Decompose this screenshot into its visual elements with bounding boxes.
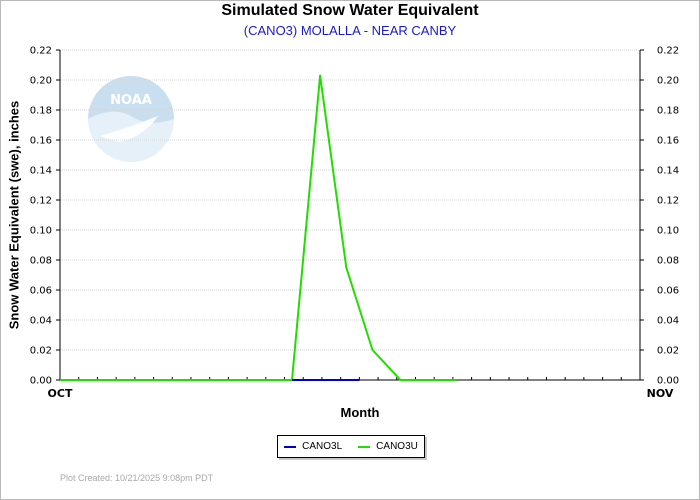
y-tick-label: 0.20: [30, 76, 52, 87]
x-tick-label: OCT: [48, 387, 73, 400]
y-tick-label: 0.02: [30, 346, 52, 357]
y-tick-label: 0.04: [30, 316, 52, 327]
y-tick-label-right: 0.06: [657, 286, 679, 297]
legend-swatch: [358, 445, 371, 448]
legend-item: CANO3U: [358, 441, 418, 452]
legend-label: CANO3U: [376, 441, 418, 452]
y-tick-label: 0.22: [30, 46, 52, 57]
y-tick-label: 0.12: [30, 196, 52, 207]
y-tick-label: 0.18: [30, 106, 52, 117]
chart-title: Simulated Snow Water Equivalent: [221, 2, 479, 19]
y-tick-label-right: 0.14: [657, 166, 679, 177]
plot-created-note: Plot Created: 10/21/2025 9:08pm PDT: [60, 473, 214, 483]
y-tick-label-right: 0.10: [657, 226, 679, 237]
y-tick-label: 0.08: [30, 256, 52, 267]
y-tick-label-right: 0.02: [657, 346, 679, 357]
y-tick-label-right: 0.18: [657, 106, 679, 117]
y-tick-label-right: 0.00: [657, 376, 679, 387]
x-axis-label: Month: [340, 405, 380, 420]
series-line-cano3u: [60, 74, 457, 381]
y-axis-label: Snow Water Equivalent (swe), inches: [6, 100, 22, 330]
chart-subtitle: (CANO3) MOLALLA - NEAR CANBY: [243, 23, 457, 38]
legend: CANO3L CANO3U: [277, 435, 425, 458]
legend-label: CANO3L: [302, 441, 343, 452]
y-tick-label: 0.16: [30, 136, 52, 147]
x-tick-label: NOV: [647, 387, 674, 400]
logo-text: NOAA: [110, 93, 152, 108]
y-tick-label-right: 0.16: [657, 136, 679, 147]
y-tick-label-right: 0.08: [657, 256, 679, 267]
y-tick-label-right: 0.20: [657, 76, 679, 87]
legend-item: CANO3L: [284, 441, 342, 452]
y-tick-label: 0.14: [30, 166, 52, 177]
y-tick-label: 0.00: [30, 376, 52, 387]
y-tick-label-right: 0.12: [657, 196, 679, 207]
y-tick-label-right: 0.22: [657, 46, 679, 57]
legend-swatch: [284, 445, 297, 448]
y-tick-label: 0.06: [30, 286, 52, 297]
y-tick-label: 0.10: [30, 226, 52, 237]
y-tick-label-right: 0.04: [657, 316, 679, 327]
